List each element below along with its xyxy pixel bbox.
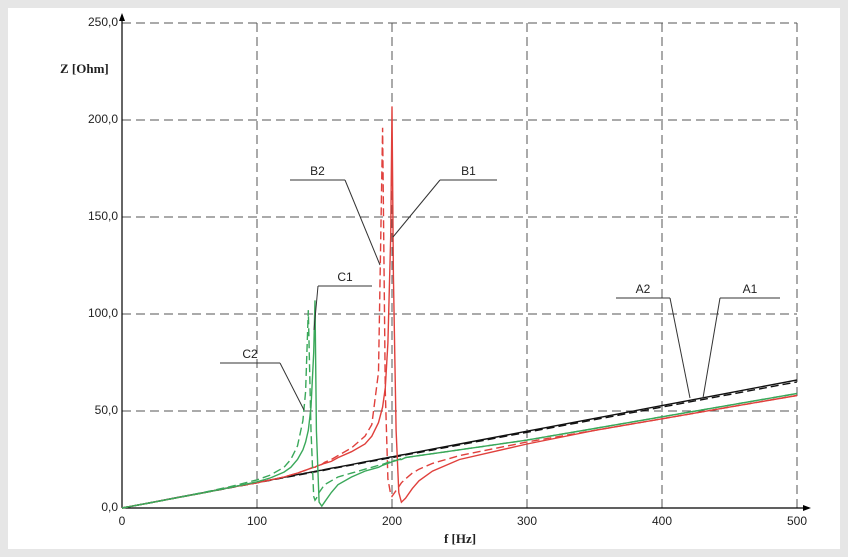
x-tick-label: 0 — [119, 514, 126, 528]
y-tick-label: 100,0 — [88, 306, 118, 320]
y-tick-label: 150,0 — [88, 209, 118, 223]
y-axis-title: Z [Ohm] — [60, 61, 109, 76]
callout-label: A1 — [743, 282, 758, 296]
axis-arrow — [119, 13, 125, 21]
y-tick-label: 200,0 — [88, 112, 118, 126]
x-axis-title: f [Hz] — [444, 531, 476, 546]
series-line — [121, 300, 798, 509]
callout-leader — [279, 362, 305, 411]
panel — [8, 8, 840, 549]
x-tick-label: 300 — [517, 514, 537, 528]
x-tick-label: 200 — [382, 514, 402, 528]
x-tick-label: 400 — [652, 514, 672, 528]
x-tick-label: 500 — [787, 514, 807, 528]
series-line — [121, 106, 798, 509]
callout-label: C1 — [337, 270, 353, 284]
callout-leader — [392, 179, 441, 238]
callout-label: C2 — [242, 347, 258, 361]
callout-label: B1 — [461, 164, 476, 178]
y-tick-label: 250,0 — [88, 15, 118, 29]
callout-leader — [313, 285, 319, 331]
y-tick-label: 0,0 — [101, 500, 118, 514]
callout-label: B2 — [310, 164, 325, 178]
x-tick-label: 100 — [247, 514, 267, 528]
callout-leader — [702, 297, 721, 399]
series-line — [121, 310, 798, 509]
axis-arrow — [803, 505, 811, 511]
y-tick-label: 50,0 — [95, 403, 119, 417]
series-line — [121, 127, 798, 509]
series-line — [121, 381, 798, 509]
callout-leader — [669, 297, 691, 399]
callout-leader — [344, 179, 381, 266]
callout-label: A2 — [636, 282, 651, 296]
